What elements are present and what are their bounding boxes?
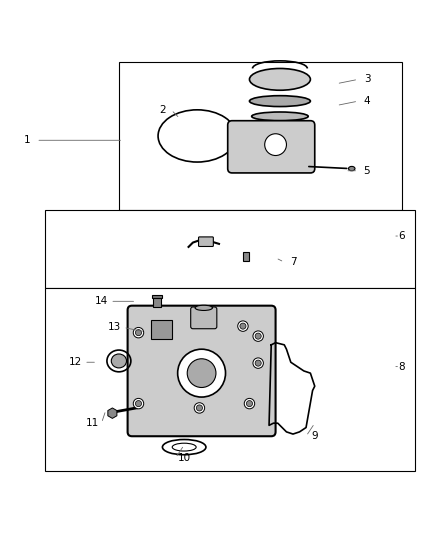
Text: 13: 13 <box>108 322 121 333</box>
Text: 10: 10 <box>178 453 191 463</box>
Ellipse shape <box>250 68 311 90</box>
Text: 1: 1 <box>24 135 31 146</box>
FancyBboxPatch shape <box>153 296 161 307</box>
FancyBboxPatch shape <box>191 307 217 329</box>
Circle shape <box>133 398 144 409</box>
FancyBboxPatch shape <box>45 288 415 471</box>
Text: 14: 14 <box>95 296 108 306</box>
Ellipse shape <box>111 354 127 368</box>
Text: 11: 11 <box>86 418 99 428</box>
Circle shape <box>253 358 263 368</box>
Circle shape <box>187 359 216 387</box>
Circle shape <box>135 329 141 336</box>
FancyBboxPatch shape <box>152 295 162 298</box>
Circle shape <box>133 327 144 338</box>
Text: 12: 12 <box>69 357 82 367</box>
Text: 5: 5 <box>364 166 370 176</box>
Circle shape <box>244 398 254 409</box>
FancyBboxPatch shape <box>45 210 415 288</box>
Text: 2: 2 <box>159 105 166 115</box>
Text: 9: 9 <box>311 431 318 441</box>
Ellipse shape <box>252 112 308 120</box>
FancyBboxPatch shape <box>198 237 213 246</box>
Text: 6: 6 <box>399 231 405 241</box>
Circle shape <box>255 360 261 366</box>
Ellipse shape <box>250 96 311 107</box>
Text: 4: 4 <box>364 96 370 106</box>
FancyBboxPatch shape <box>127 305 276 436</box>
FancyBboxPatch shape <box>119 62 402 210</box>
Circle shape <box>253 331 263 341</box>
Text: 3: 3 <box>364 75 370 84</box>
Ellipse shape <box>195 305 212 310</box>
Circle shape <box>178 349 226 397</box>
Circle shape <box>135 400 141 407</box>
Circle shape <box>247 400 253 407</box>
FancyBboxPatch shape <box>243 252 249 261</box>
Circle shape <box>255 333 261 339</box>
FancyBboxPatch shape <box>151 320 172 339</box>
Circle shape <box>196 405 202 411</box>
Circle shape <box>265 134 286 156</box>
Text: 7: 7 <box>290 257 296 267</box>
Circle shape <box>194 403 205 413</box>
FancyBboxPatch shape <box>228 120 315 173</box>
Text: 8: 8 <box>399 361 405 372</box>
Ellipse shape <box>349 166 355 171</box>
Circle shape <box>238 321 248 332</box>
Circle shape <box>240 323 246 329</box>
